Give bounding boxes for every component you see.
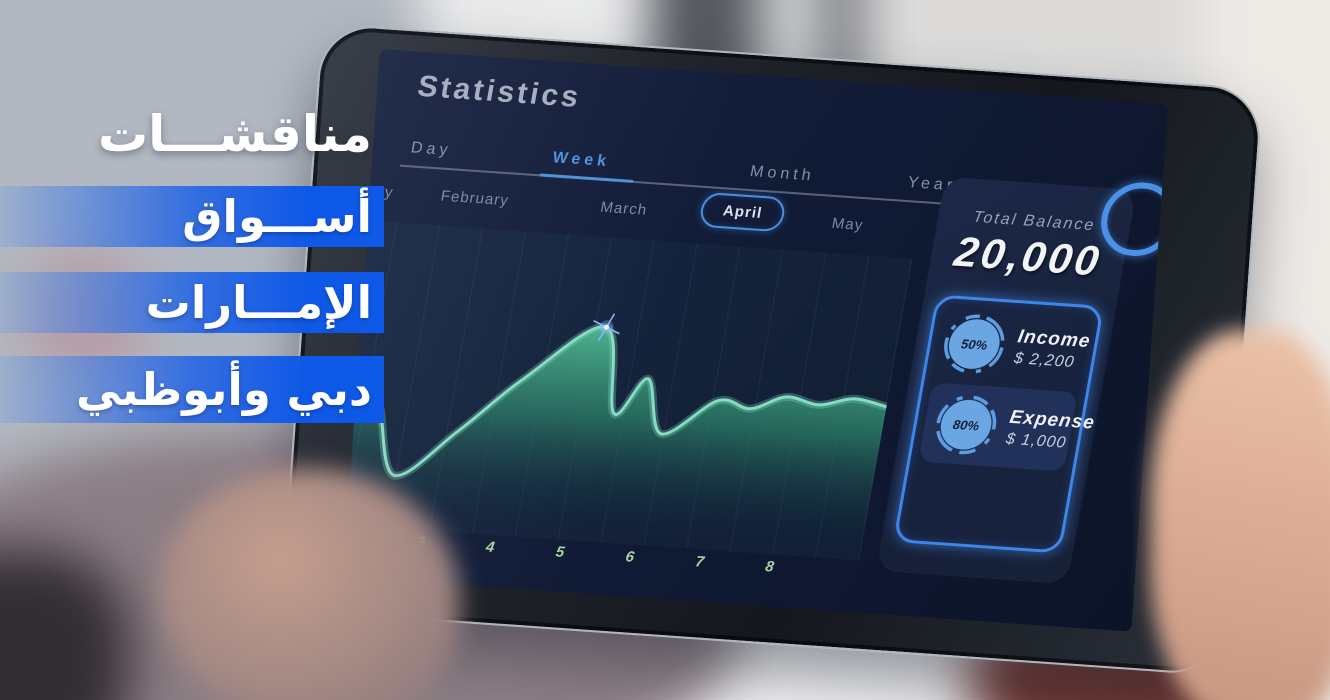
x-axis-label: 7	[694, 553, 706, 570]
headline-line-4: دبي وأبوظبي	[0, 356, 384, 423]
x-axis-label: 5	[554, 544, 566, 561]
gridline	[729, 249, 784, 552]
left-thumb	[160, 468, 460, 700]
gridline	[772, 252, 827, 555]
month-march[interactable]: March	[599, 198, 649, 219]
page-title: Statistics	[415, 69, 584, 114]
gridline	[600, 240, 655, 543]
gridline	[428, 228, 484, 531]
progress-ring-icon	[944, 314, 1005, 374]
gridline	[386, 225, 441, 528]
tab-divider	[399, 164, 951, 206]
expense-progress: 80%	[930, 392, 1003, 458]
tablet-screen: Statistics Day Week Month Year January F…	[343, 48, 1169, 632]
sparkle-icon	[593, 313, 620, 341]
right-thumb	[1150, 330, 1330, 700]
tablet: Statistics Day Week Month Year January F…	[280, 22, 1264, 677]
chart-area	[343, 326, 887, 551]
gridline	[514, 234, 569, 537]
expense-percent: 80%	[936, 398, 996, 452]
month-february[interactable]: February	[439, 187, 511, 210]
expense-label: Expense	[1007, 406, 1097, 434]
headline-line-2: أســـواق	[0, 186, 384, 247]
x-axis-label: 8	[764, 558, 776, 575]
gridline	[686, 246, 741, 549]
tab-month[interactable]: Month	[748, 163, 817, 185]
ring-decoration	[1095, 180, 1169, 259]
tab-week[interactable]: Week	[551, 149, 612, 171]
gridline	[471, 231, 527, 534]
headline-line-1: مناقشـــات	[97, 105, 372, 163]
stats-box: 50% Income $ 2,200	[892, 294, 1105, 554]
headline-line-3: الإمـــارات	[0, 272, 384, 333]
gridline	[857, 258, 913, 561]
active-tab-underline	[539, 173, 634, 183]
gridline	[643, 243, 698, 546]
dashboard: Statistics Day Week Month Year January F…	[343, 49, 1169, 628]
x-axis-label: 6	[624, 548, 636, 565]
income-amount: $ 2,200	[1012, 349, 1076, 371]
income-progress: 50%	[938, 311, 1011, 377]
month-april-selected[interactable]: April	[698, 191, 788, 233]
balance-value: 20,000	[951, 227, 1106, 285]
expense-amount: $ 1,000	[1004, 430, 1068, 452]
tab-day[interactable]: Day	[409, 139, 453, 160]
expense-row[interactable]: 80% Expense $ 1,000	[918, 382, 1097, 472]
income-row[interactable]: 50% Income $ 2,200	[925, 298, 1100, 388]
income-label: Income	[1016, 326, 1093, 353]
tab-year[interactable]: Year	[906, 174, 958, 195]
progress-ring-icon	[935, 395, 997, 455]
x-axis-label: 4	[484, 539, 497, 556]
chart-line	[343, 325, 888, 478]
gridline	[814, 255, 870, 558]
balance-label: Total Balance	[971, 208, 1097, 235]
month-may[interactable]: May	[830, 214, 865, 234]
income-percent: 50%	[944, 317, 1004, 371]
balance-card: Total Balance 20,000 50% Income	[875, 176, 1137, 585]
gridline	[557, 237, 612, 540]
